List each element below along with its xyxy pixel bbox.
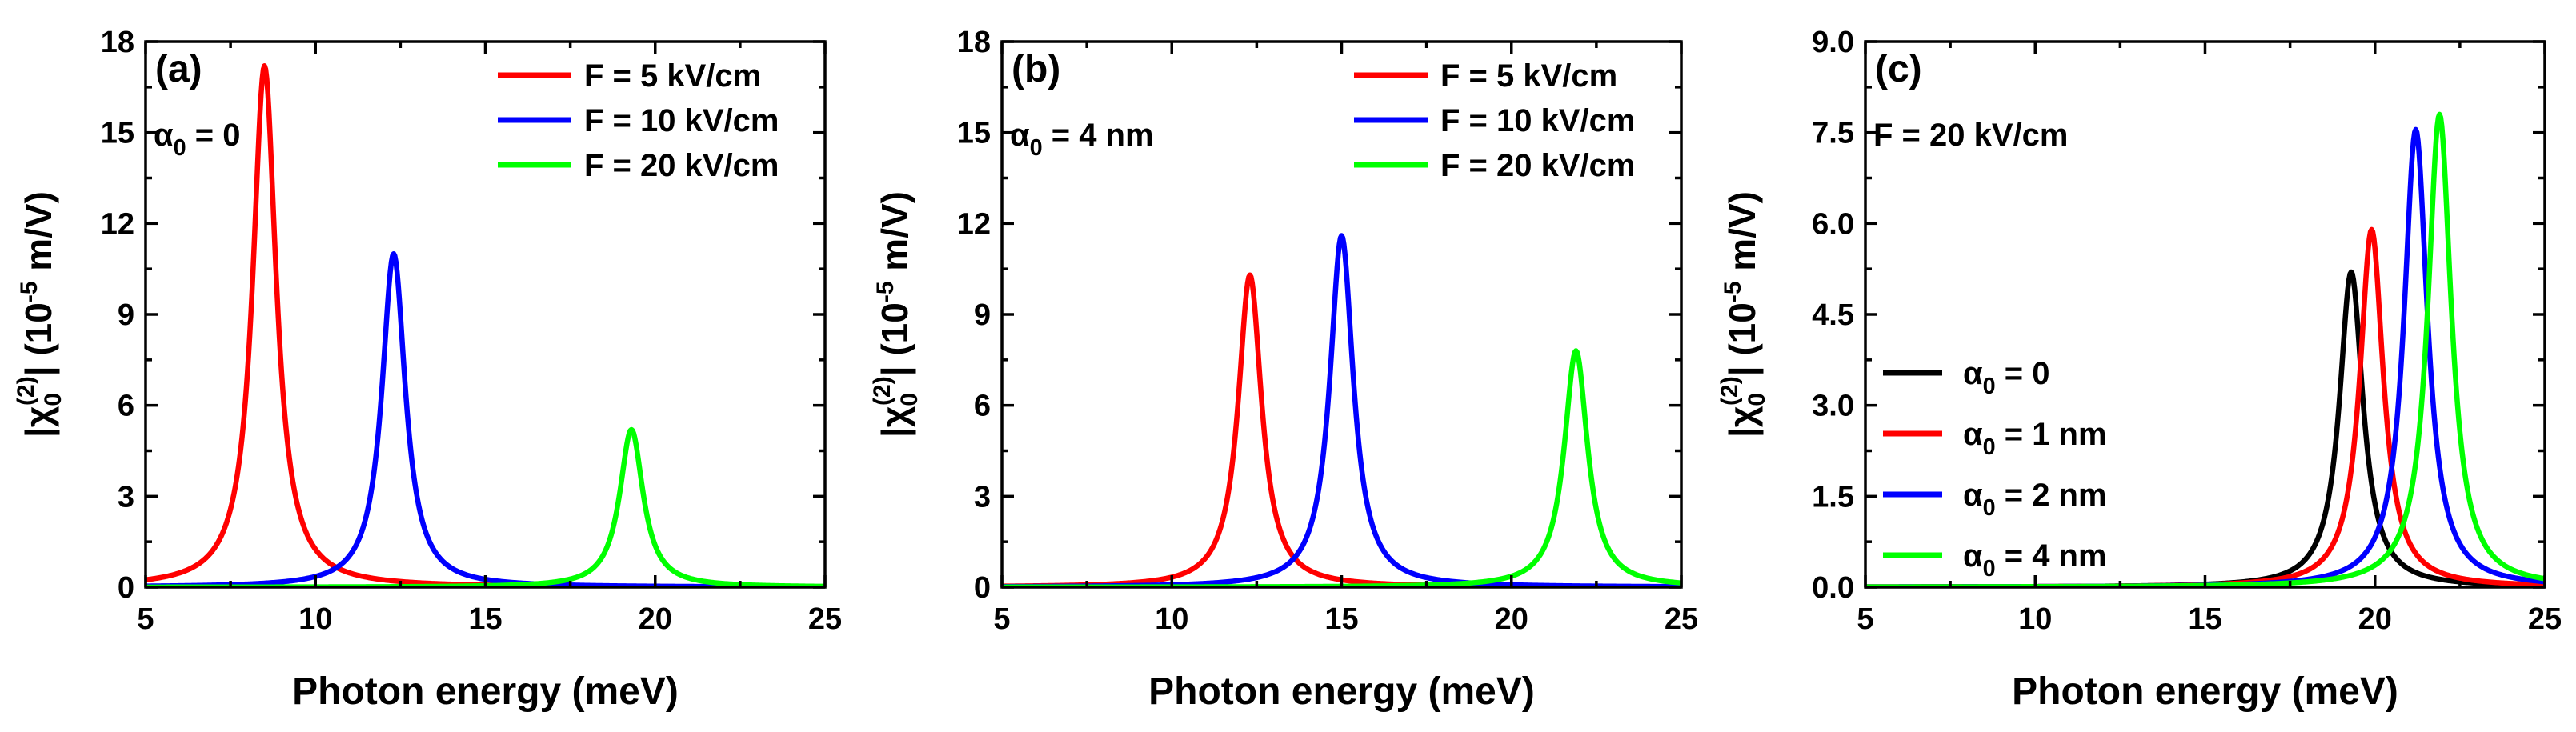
y-tick-label: 12 xyxy=(957,207,991,241)
series-group xyxy=(1865,111,2545,587)
y-tick-label: 18 xyxy=(957,26,991,59)
x-tick-label: 5 xyxy=(993,602,1010,636)
y-tick-label: 9.0 xyxy=(1812,26,1854,59)
x-tick-label: 15 xyxy=(1324,602,1358,636)
x-tick-label: 10 xyxy=(1155,602,1188,636)
panel-label: (c) xyxy=(1875,48,1922,90)
x-tick-label: 25 xyxy=(1665,602,1698,636)
parameter-label: α0 = 0 xyxy=(154,118,240,161)
series-group xyxy=(146,63,825,587)
x-axis-label: Photon energy (meV) xyxy=(1148,670,1535,713)
parameter-label: α0 = 4 nm xyxy=(1010,118,1154,161)
y-tick-label: 12 xyxy=(101,207,134,241)
series-line-3 xyxy=(1865,111,2545,587)
x-axis-label: Photon energy (meV) xyxy=(2012,670,2398,713)
y-tick-label: 3 xyxy=(974,480,991,514)
y-tick-label: 0 xyxy=(118,571,134,605)
y-tick-label: 15 xyxy=(101,117,134,150)
y-axis-label: |χ0(2)| (10-5 m/V) xyxy=(869,191,923,438)
y-tick-label: 0 xyxy=(974,571,991,605)
y-tick-label: 4.5 xyxy=(1812,298,1854,332)
y-tick-label: 9 xyxy=(974,298,991,332)
x-tick-label: 15 xyxy=(468,602,502,636)
legend-label-1: α0 = 1 nm xyxy=(1963,417,2107,460)
legend-label-2: α0 = 2 nm xyxy=(1963,478,2107,521)
legend-label-0: F = 5 kV/cm xyxy=(584,58,761,94)
y-tick-label: 15 xyxy=(957,117,991,150)
x-tick-label: 10 xyxy=(2018,602,2052,636)
series-group xyxy=(1002,233,1681,587)
y-tick-label: 0.0 xyxy=(1812,571,1854,605)
x-tick-label: 25 xyxy=(808,602,842,636)
legend-label-2: F = 20 kV/cm xyxy=(584,148,779,183)
y-axis-label: |χ0(2)| (10-5 m/V) xyxy=(1717,191,1770,438)
x-tick-label: 25 xyxy=(2528,602,2562,636)
x-tick-label: 10 xyxy=(298,602,332,636)
y-tick-label: 7.5 xyxy=(1812,117,1854,150)
y-tick-label: 6 xyxy=(118,390,134,423)
y-tick-label: 3 xyxy=(118,480,134,514)
y-tick-label: 6.0 xyxy=(1812,207,1854,241)
x-tick-label: 20 xyxy=(639,602,672,636)
panel-a: 5 10 15 20 25 0 3 6 9 12 15 18 Photon energy (meV) |χ… xyxy=(13,26,842,713)
y-axis-label: |χ0(2)| (10-5 m/V) xyxy=(13,191,66,438)
panel-label: (a) xyxy=(155,48,202,90)
x-axis-label: Photon energy (meV) xyxy=(292,670,679,713)
panel-label: (b) xyxy=(1012,48,1060,90)
legend-label-1: F = 10 kV/cm xyxy=(1440,103,1635,138)
series-line-2 xyxy=(1002,348,1681,587)
y-tick-label: 3.0 xyxy=(1812,390,1854,423)
legend-label-3: α0 = 4 nm xyxy=(1963,538,2107,582)
parameter-label: F = 20 kV/cm xyxy=(1873,118,2068,153)
y-tick-label: 9 xyxy=(118,298,134,332)
legend-label-2: F = 20 kV/cm xyxy=(1440,148,1635,183)
series-line-1 xyxy=(1865,226,2545,587)
series-line-1 xyxy=(146,250,825,587)
x-tick-label: 15 xyxy=(2188,602,2221,636)
series-line-2 xyxy=(146,426,825,587)
panel-b: 5 10 15 20 25 0 3 6 9 12 15 18 Photon energy (meV) |χ… xyxy=(869,26,1698,713)
series-line-0 xyxy=(1002,272,1681,587)
x-tick-label: 20 xyxy=(2358,602,2392,636)
legend-label-0: α0 = 0 xyxy=(1963,356,2049,399)
legend-label-1: F = 10 kV/cm xyxy=(584,103,779,138)
x-tick-label: 5 xyxy=(1857,602,1873,636)
legend: F = 5 kV/cm F = 10 kV/cm F = 20 kV/cm xyxy=(498,58,779,183)
legend-label-0: F = 5 kV/cm xyxy=(1440,58,1617,94)
series-line-0 xyxy=(146,63,825,587)
x-tick-label: 5 xyxy=(137,602,154,636)
panel-c: 5 10 15 20 25 0.0 1.5 3.0 4.5 6.0 7.5 9.0 Photon ene… xyxy=(1717,26,2562,713)
y-tick-label: 6 xyxy=(974,390,991,423)
y-tick-label: 1.5 xyxy=(1812,480,1854,514)
legend: F = 5 kV/cm F = 10 kV/cm F = 20 kV/cm xyxy=(1354,58,1635,183)
y-tick-label: 18 xyxy=(101,26,134,59)
x-tick-label: 20 xyxy=(1495,602,1528,636)
legend: α0 = 0 α0 = 1 nm α0 = 2 nm α0 = 4 nm xyxy=(1883,356,2107,582)
series-line-1 xyxy=(1002,233,1681,587)
